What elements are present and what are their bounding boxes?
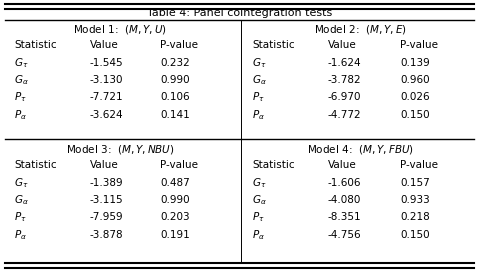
Text: -3.782: -3.782 [328,75,362,85]
Text: 0.933: 0.933 [400,195,430,205]
Text: -4.756: -4.756 [328,230,362,240]
Text: $G_{\tau}$: $G_{\tau}$ [252,56,266,70]
Text: 0.960: 0.960 [400,75,430,85]
Text: 0.990: 0.990 [160,195,190,205]
Text: $P_{\tau}$: $P_{\tau}$ [252,210,264,224]
Text: $P_{\tau}$: $P_{\tau}$ [14,90,27,104]
Text: 0.232: 0.232 [160,58,190,68]
Text: 0.026: 0.026 [400,92,430,102]
Text: P-value: P-value [160,40,198,50]
Text: P-value: P-value [400,160,438,170]
Text: 0.203: 0.203 [160,212,190,222]
Text: Statistic: Statistic [252,160,295,170]
Text: Model 3:  $(M, Y, NBU)$: Model 3: $(M, Y, NBU)$ [66,144,174,156]
Text: $G_{\tau}$: $G_{\tau}$ [14,176,28,190]
Text: 0.150: 0.150 [400,230,430,240]
Text: -3.624: -3.624 [90,110,124,120]
Text: $G_{\tau}$: $G_{\tau}$ [14,56,28,70]
Text: -3.115: -3.115 [90,195,124,205]
Text: Value: Value [328,40,357,50]
Text: Table 4: Panel cointegration tests: Table 4: Panel cointegration tests [147,8,332,18]
Text: -1.624: -1.624 [328,58,362,68]
Text: 0.218: 0.218 [400,212,430,222]
Text: Model 2:  $(M, Y, E)$: Model 2: $(M, Y, E)$ [314,24,406,37]
Text: $P_{\tau}$: $P_{\tau}$ [252,90,264,104]
Text: -1.606: -1.606 [328,178,362,188]
Text: 0.139: 0.139 [400,58,430,68]
Text: Statistic: Statistic [14,40,57,50]
Text: $G_{\alpha}$: $G_{\alpha}$ [252,193,267,207]
Text: $G_{\alpha}$: $G_{\alpha}$ [252,73,267,87]
Text: $G_{\alpha}$: $G_{\alpha}$ [14,73,29,87]
Text: $P_{\alpha}$: $P_{\alpha}$ [14,108,27,122]
Text: P-value: P-value [160,160,198,170]
Text: $G_{\tau}$: $G_{\tau}$ [252,176,266,190]
Text: $G_{\alpha}$: $G_{\alpha}$ [14,193,29,207]
Text: -1.545: -1.545 [90,58,124,68]
Text: -6.970: -6.970 [328,92,362,102]
Text: 0.990: 0.990 [160,75,190,85]
Text: -7.959: -7.959 [90,212,124,222]
Text: 0.157: 0.157 [400,178,430,188]
Text: Value: Value [328,160,357,170]
Text: Model 4:  $(M, Y, FBU)$: Model 4: $(M, Y, FBU)$ [307,144,413,156]
Text: -7.721: -7.721 [90,92,124,102]
Text: $P_{\alpha}$: $P_{\alpha}$ [252,228,265,242]
Text: -8.351: -8.351 [328,212,362,222]
Text: $P_{\alpha}$: $P_{\alpha}$ [14,228,27,242]
Text: Model 1:  $(M, Y, U)$: Model 1: $(M, Y, U)$ [73,24,167,37]
Text: Value: Value [90,160,119,170]
Text: -3.878: -3.878 [90,230,124,240]
Text: -3.130: -3.130 [90,75,124,85]
Text: -4.772: -4.772 [328,110,362,120]
Text: 0.487: 0.487 [160,178,190,188]
Text: -1.389: -1.389 [90,178,124,188]
Text: P-value: P-value [400,40,438,50]
Text: -4.080: -4.080 [328,195,361,205]
Text: Value: Value [90,40,119,50]
Text: 0.191: 0.191 [160,230,190,240]
Text: $P_{\tau}$: $P_{\tau}$ [14,210,27,224]
Text: Statistic: Statistic [14,160,57,170]
Text: 0.106: 0.106 [160,92,190,102]
Text: Statistic: Statistic [252,40,295,50]
Text: 0.150: 0.150 [400,110,430,120]
Text: 0.141: 0.141 [160,110,190,120]
Text: $P_{\alpha}$: $P_{\alpha}$ [252,108,265,122]
